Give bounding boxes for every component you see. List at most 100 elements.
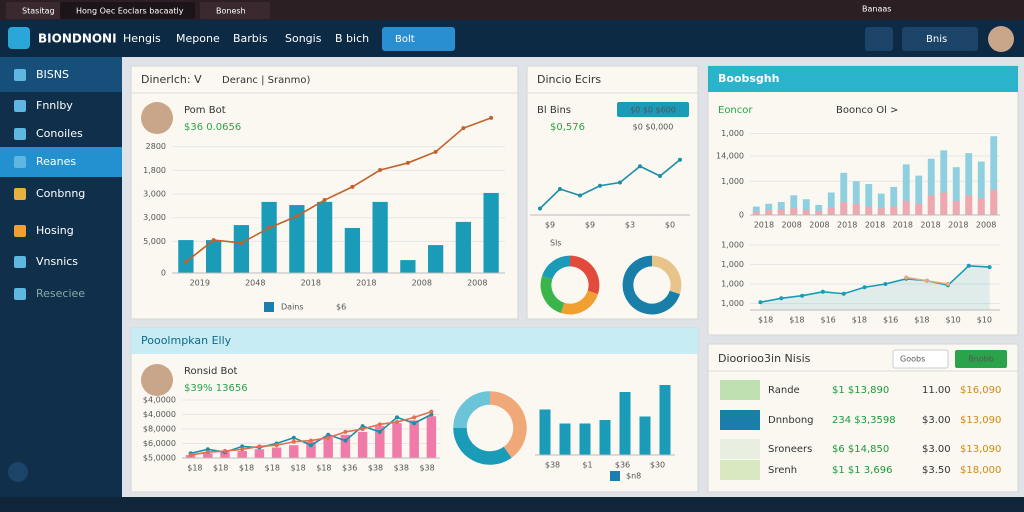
sidebar-item: Fnnlby: [36, 99, 73, 112]
bar: [777, 202, 785, 215]
tab: [200, 2, 270, 19]
x-tick-label: $9: [545, 221, 555, 230]
x-tick-label: $30: [650, 461, 665, 470]
dot: [360, 424, 365, 429]
bar: [865, 184, 873, 215]
bar: [902, 164, 910, 215]
panel-tab: Boonco Ol >: [836, 105, 898, 116]
dot: [433, 149, 438, 154]
y-tick-label: 1,000: [721, 299, 744, 308]
sidebar-item: Reanes: [36, 155, 76, 168]
cell: Sroneers: [768, 444, 812, 455]
x-tick-label: $18: [213, 464, 228, 473]
dot: [267, 225, 272, 230]
nav-item: Barbis: [233, 32, 268, 45]
bar: [752, 206, 760, 215]
button: [955, 350, 1007, 368]
thumb: [720, 439, 760, 459]
user-button[interactable]: [902, 27, 978, 51]
app-header: [0, 20, 1024, 57]
y-tick-label: 0: [161, 269, 166, 278]
grid-button[interactable]: [865, 27, 893, 51]
bar: [977, 198, 985, 215]
dot: [377, 429, 382, 434]
button-label: Bolt: [395, 34, 415, 45]
y-tick-label: 0: [739, 211, 744, 220]
cell: Rande: [768, 385, 800, 396]
cell: $1 $13,890: [832, 385, 889, 396]
button: [617, 102, 689, 117]
dot: [343, 429, 348, 434]
bar: [952, 167, 960, 215]
bar: [205, 240, 222, 273]
x-tick-label: $18: [789, 316, 804, 325]
dot: [638, 164, 642, 169]
panel-title: Dincio Ecirs: [537, 73, 601, 86]
cell: 11.00: [922, 385, 951, 396]
icon: [14, 288, 26, 300]
bar: [254, 449, 265, 458]
x-tick-label: $1: [582, 461, 592, 470]
bar: [927, 195, 935, 215]
bar: [815, 204, 823, 215]
y-tick-label: 3,000: [143, 213, 166, 222]
bar: [802, 209, 810, 215]
panel-header: [708, 66, 1018, 92]
x-tick-label: 2018: [865, 221, 885, 230]
name: Ronsid Bot: [184, 366, 237, 377]
bar: [323, 437, 333, 458]
bar: [915, 175, 923, 215]
dot: [240, 444, 245, 449]
y-tick-label: $4,0000: [143, 410, 176, 419]
dot: [538, 206, 542, 211]
y-tick-label: $4,0000: [143, 396, 176, 405]
avatar: [988, 26, 1014, 52]
cell: Srenh: [768, 465, 797, 476]
bar: [965, 153, 973, 215]
dot: [205, 450, 210, 455]
bar: [827, 207, 835, 215]
donut-segment: [622, 255, 680, 315]
bar: [752, 211, 760, 215]
dot: [779, 296, 784, 301]
bar: [639, 416, 651, 455]
donut-segment: [651, 255, 682, 295]
bar: [392, 423, 402, 458]
dot: [658, 174, 662, 178]
name: Pom Bot: [184, 105, 226, 116]
x-tick-label: 2018: [301, 279, 321, 288]
bar: [840, 172, 848, 215]
bar: [990, 189, 998, 215]
dot: [239, 240, 244, 245]
nav-item: B bich: [335, 32, 369, 45]
x-tick-label: 2018: [754, 221, 774, 230]
y-tick-label: 5,000: [143, 237, 166, 246]
select-label: Goobs: [900, 355, 925, 364]
x-tick-label: 2019: [190, 279, 210, 288]
dot: [309, 443, 313, 448]
bar: [289, 445, 299, 458]
cell: $16,090: [960, 385, 1001, 396]
dot: [240, 447, 245, 452]
bar: [233, 225, 250, 273]
icon: [14, 188, 26, 200]
area: [760, 265, 990, 310]
y-tick-label: 2800: [146, 142, 166, 151]
bar: [261, 201, 277, 273]
bolt-button[interactable]: [382, 27, 455, 51]
bar: [357, 431, 368, 458]
panel-title: Dinerlch: V: [141, 73, 202, 86]
x-tick-label: 2018: [948, 221, 968, 230]
y-tick-label: 14,000: [716, 151, 744, 160]
bar: [659, 385, 671, 455]
bar: [990, 136, 998, 215]
settings-icon[interactable]: [8, 462, 28, 482]
bar: [203, 453, 213, 458]
avatar: [141, 102, 173, 134]
x-tick-label: $18: [265, 464, 280, 473]
cell: $6 $14,850: [832, 444, 889, 455]
dot: [862, 285, 867, 290]
panel: [130, 65, 519, 320]
dot: [925, 278, 930, 283]
